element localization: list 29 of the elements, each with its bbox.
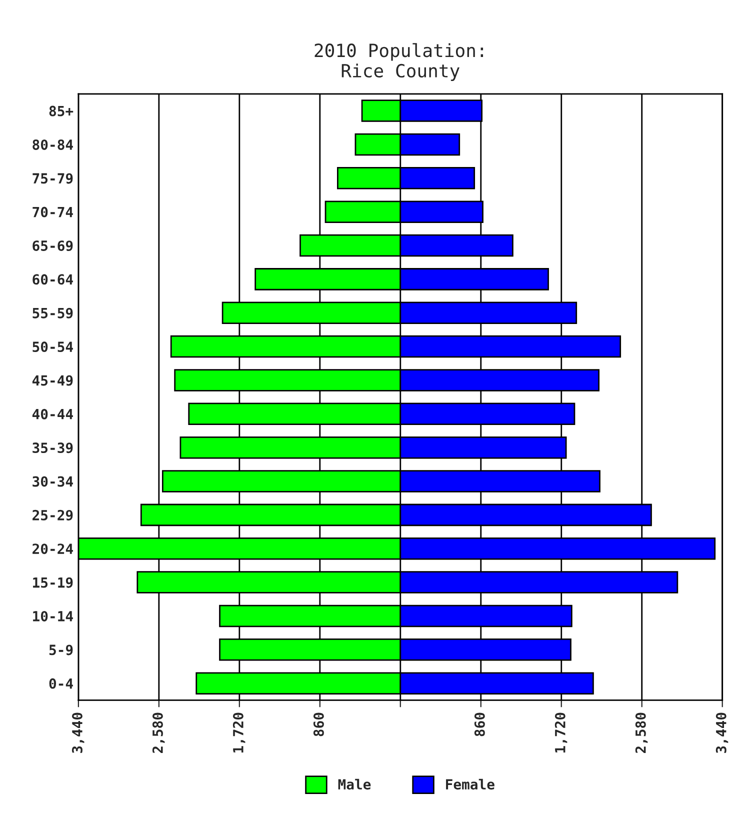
y-tick-label: 60-64: [32, 274, 73, 285]
y-tick-label: 85+: [49, 106, 74, 116]
y-tick-label: 10-14: [33, 610, 73, 622]
x-tick-label: 3,440: [716, 712, 728, 753]
x-tick-label: 2,580: [635, 712, 648, 754]
y-tick-label: 40-44: [32, 408, 73, 420]
x-tick-label: 1,720: [554, 712, 568, 753]
y-tick-label: 55-59: [32, 308, 73, 318]
y-tick-label: 5-9: [49, 644, 73, 656]
y-tick-label: 70-74: [32, 206, 73, 218]
y-tick-label: 35-39: [32, 442, 73, 454]
y-tick-label: 25-29: [32, 510, 73, 520]
x-tick-label: 3,440: [72, 712, 84, 753]
chart-title: 2010 Population: Rice County: [314, 43, 484, 82]
y-tick-label: 0-4: [49, 678, 73, 689]
x-tick-label: 1,720: [232, 712, 246, 753]
x-tick-label: 860: [474, 712, 485, 736]
y-tick-label: 15-19: [33, 577, 73, 588]
y-tick-label: 50-54: [32, 342, 73, 352]
legend-label: Male: [338, 778, 371, 790]
y-tick-label: 65-69: [32, 240, 73, 252]
y-tick-label: 75-79: [32, 173, 73, 184]
y-tick-label: 80-84: [32, 139, 73, 150]
legend-label: Female: [446, 778, 494, 790]
y-tick-label: 30-34: [32, 476, 73, 487]
x-tick-label: 2,580: [152, 712, 165, 754]
y-tick-label: 20-24: [32, 544, 73, 554]
y-tick-label: 45-49: [32, 375, 73, 386]
x-tick-label: 860: [313, 712, 324, 736]
